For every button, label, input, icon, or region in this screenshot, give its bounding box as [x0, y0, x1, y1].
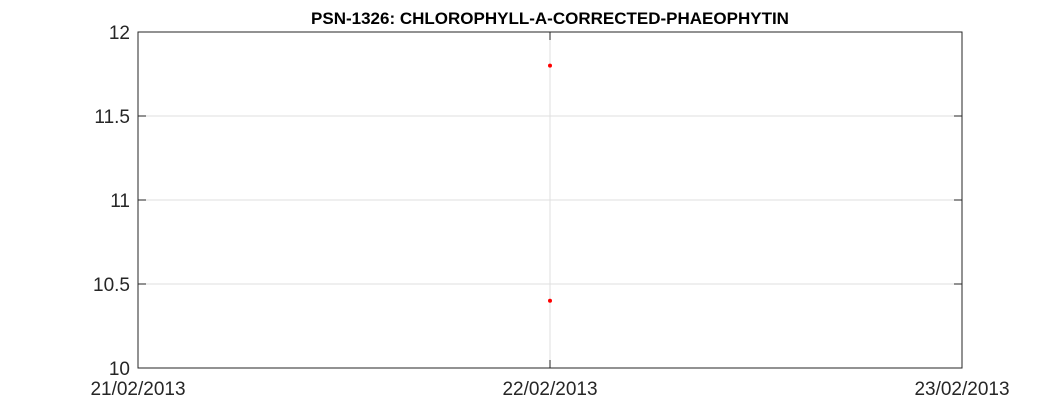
- chart-title: PSN-1326: CHLOROPHYLL-A-CORRECTED-PHAEOP…: [311, 9, 789, 28]
- data-point: [548, 63, 552, 68]
- y-tick-label: 11.5: [94, 107, 130, 128]
- y-tick-label: 10.5: [93, 275, 130, 296]
- grid-lines: [138, 32, 962, 368]
- axis-ticks: [137, 31, 963, 369]
- y-tick-label: 10: [109, 359, 130, 380]
- y-tick-label: 12: [109, 23, 130, 44]
- x-tick-label: 23/02/2013: [914, 379, 1009, 400]
- y-tick-label: 11: [110, 191, 130, 212]
- data-points: [548, 63, 552, 303]
- x-tick-label: 21/02/2013: [90, 379, 185, 400]
- data-point: [548, 298, 552, 303]
- x-tick-label: 22/02/2013: [502, 379, 597, 400]
- tick-labels: 10 10.5 11 11.5 12 21/02/2013 22/02/2013 23/02/…: [90, 23, 1009, 400]
